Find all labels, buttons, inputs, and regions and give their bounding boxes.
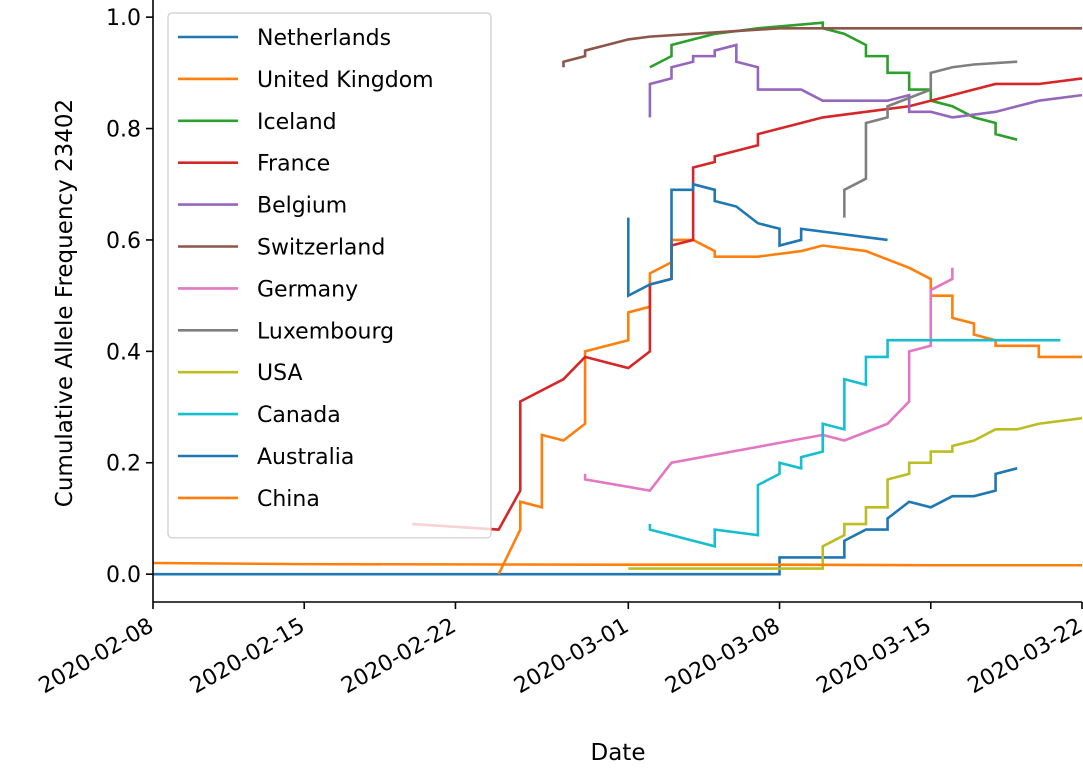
x-axis-title: Date bbox=[591, 740, 646, 766]
series-line-netherlands bbox=[153, 467, 1018, 576]
series-line-australia bbox=[627, 182, 888, 298]
x-tick-label: 2020-03-15 bbox=[813, 614, 936, 700]
legend-label: Iceland bbox=[257, 110, 337, 135]
axes bbox=[152, 0, 1082, 603]
legend-label: China bbox=[257, 487, 320, 512]
series-line-canada bbox=[648, 338, 1061, 548]
series-line-switzerland bbox=[562, 26, 1082, 68]
y-tick-label: 1.0 bbox=[106, 6, 141, 31]
legend-label: Luxembourg bbox=[257, 319, 394, 344]
series-line-belgium bbox=[648, 43, 1083, 119]
y-tick-label: 0.6 bbox=[106, 229, 141, 254]
legend-label: Canada bbox=[257, 403, 341, 428]
legend-box bbox=[167, 12, 492, 539]
legend-label: Switzerland bbox=[257, 236, 385, 261]
y-tick-label: 0.2 bbox=[106, 452, 141, 477]
x-tick-label: 2020-03-01 bbox=[510, 614, 633, 700]
legend-label: Belgium bbox=[257, 194, 347, 219]
legend-label: Australia bbox=[257, 445, 354, 470]
series-line-china bbox=[152, 561, 1082, 567]
y-tick-label: 0.4 bbox=[106, 340, 141, 365]
series-line-germany bbox=[583, 267, 954, 493]
x-tick-label: 2020-02-22 bbox=[337, 614, 460, 700]
x-tick-label: 2020-02-08 bbox=[35, 614, 158, 700]
legend-label: United Kingdom bbox=[257, 68, 434, 93]
legend-label: Germany bbox=[257, 277, 358, 302]
legend: Netherlands United Kingdom Iceland France Be… bbox=[167, 12, 492, 539]
x-tick-label: 2020-03-22 bbox=[964, 614, 1083, 700]
series-line-usa bbox=[628, 416, 1083, 570]
legend-label: France bbox=[257, 152, 330, 177]
legend-label: USA bbox=[257, 361, 303, 386]
series-layer bbox=[152, 21, 1083, 576]
series-line-france bbox=[412, 77, 1083, 531]
y-tick-label: 0.0 bbox=[106, 563, 141, 588]
x-tick-label: 2020-02-15 bbox=[186, 614, 309, 700]
legend-label: Netherlands bbox=[257, 26, 391, 51]
x-tick-label: 2020-03-08 bbox=[661, 614, 784, 700]
y-axis-title: Cumulative Allele Frequency 23402 bbox=[52, 99, 78, 507]
series-line-luxembourg bbox=[843, 60, 1018, 218]
y-tick-label: 0.8 bbox=[106, 118, 141, 143]
series-line-united-kingdom bbox=[497, 238, 1082, 575]
series-line-iceland bbox=[649, 21, 1018, 141]
